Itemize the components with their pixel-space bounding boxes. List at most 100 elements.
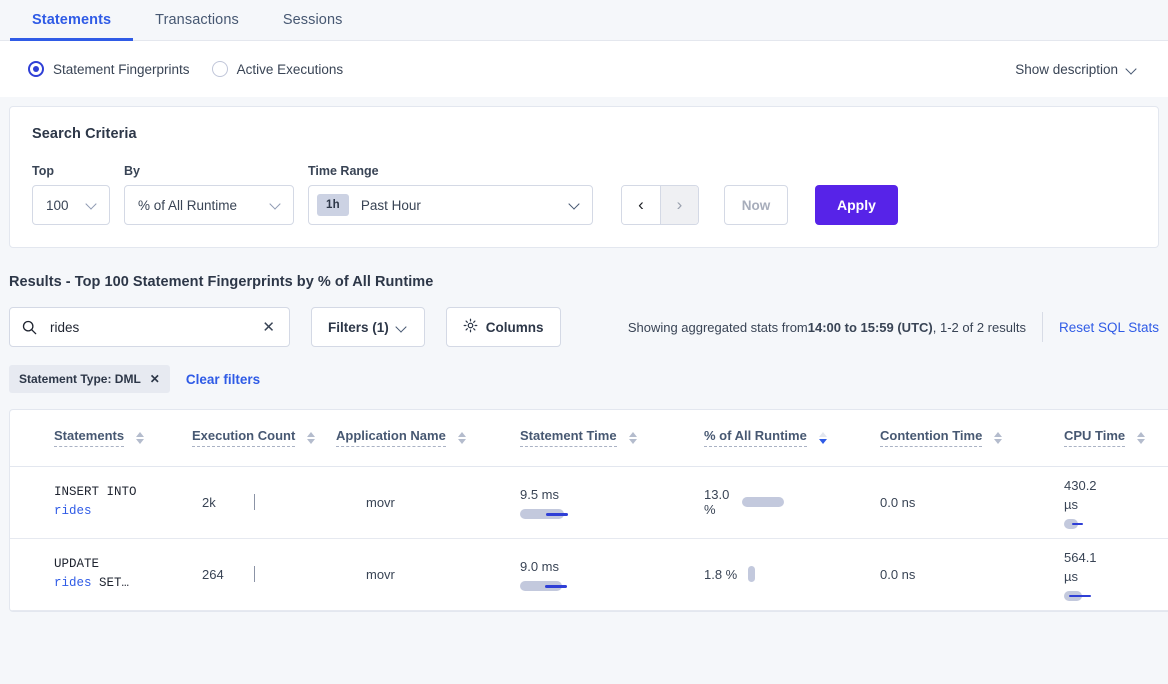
chevron-down-icon	[569, 199, 581, 211]
statement-time-cell: 9.5 ms	[514, 485, 696, 519]
statement-time-cell: 9.0 ms	[514, 557, 696, 591]
column-header-statement-time[interactable]: Statement Time	[514, 410, 696, 467]
cpu-time-bar-marker	[1069, 594, 1091, 597]
statement-prefix: UPDATE	[54, 557, 100, 571]
execution-count-value: 264	[202, 566, 224, 582]
filter-chip-statement-type[interactable]: Statement Type: DML ✕	[9, 365, 170, 393]
tab-statements[interactable]: Statements	[10, 0, 134, 41]
statement-time-value: 9.5 ms	[520, 487, 560, 502]
results-title: Results - Top 100 Statement Fingerprints…	[9, 274, 434, 290]
pct-runtime-cell: 1.8 %	[696, 566, 868, 582]
cpu-time-bar	[1064, 518, 1083, 529]
statement-suffix: SET…	[91, 576, 130, 590]
chevron-down-icon	[1127, 64, 1138, 75]
show-description-toggle[interactable]: Show description	[1015, 62, 1138, 77]
sort-toggle-contention-time[interactable]	[994, 431, 1003, 444]
cpu-time-cell: 430.2 µs	[1040, 476, 1168, 529]
statement-text[interactable]: INSERT INTO rides	[10, 483, 142, 521]
pct-runtime-value: 13.0 %	[704, 487, 730, 517]
sort-toggle-statement-time[interactable]	[628, 431, 637, 444]
meta-prefix: Showing aggregated stats from	[627, 319, 808, 335]
time-range-select[interactable]: 1h Past Hour	[308, 185, 593, 225]
statements-table-container: Statements Execution Count Application N…	[9, 409, 1168, 612]
close-icon[interactable]: ✕	[149, 372, 160, 386]
filters-button[interactable]: Filters (1)	[311, 307, 425, 347]
now-button: Now	[724, 185, 788, 225]
cpu-time-bar	[1064, 590, 1091, 601]
search-criteria-fields: Top 100 By % of All Runtime Time Range 1…	[32, 164, 1136, 225]
pct-runtime-cell: 13.0 %	[696, 487, 868, 517]
main-tab-bar: Statements Transactions Sessions	[0, 0, 1168, 41]
statement-time-value: 9.0 ms	[520, 559, 560, 574]
sort-toggle-cpu-time[interactable]	[1137, 431, 1146, 444]
chevron-down-icon	[397, 322, 408, 333]
column-header-application-name-label: Application Name	[336, 428, 446, 448]
time-range-value: Past Hour	[360, 197, 421, 213]
search-box[interactable]: ✕	[9, 307, 290, 347]
search-icon	[22, 320, 37, 335]
pct-runtime-bar	[748, 566, 755, 582]
time-nav-group: ‹ ›	[621, 185, 699, 225]
previous-time-button[interactable]: ‹	[622, 186, 660, 224]
tab-transactions[interactable]: Transactions	[155, 12, 239, 28]
gear-icon	[463, 318, 478, 336]
sort-toggle-pct-all-runtime[interactable]	[818, 431, 827, 444]
execution-count-bar	[254, 494, 255, 510]
time-range-label: Time Range	[308, 164, 379, 178]
show-description-label: Show description	[1015, 61, 1118, 77]
filters-button-label: Filters (1)	[328, 319, 389, 335]
tab-sessions[interactable]: Sessions	[282, 12, 343, 28]
by-label: By	[124, 164, 140, 178]
column-header-pct-all-runtime[interactable]: % of All Runtime	[696, 410, 868, 467]
results-toolbar: ✕ Filters (1) Columns Showing aggregated…	[0, 290, 1168, 347]
contention-time-value: 0.0 ns	[880, 566, 916, 582]
chevron-down-icon	[86, 199, 98, 211]
cpu-time-bar-marker	[1072, 522, 1083, 525]
apply-button[interactable]: Apply	[815, 185, 898, 225]
statement-text[interactable]: UPDATE rides SET…	[10, 555, 142, 593]
application-name-value: movr	[366, 494, 395, 510]
sort-toggle-statements[interactable]	[136, 431, 145, 444]
statement-time-bar	[520, 581, 567, 591]
column-header-cpu-time[interactable]: CPU Time	[1040, 410, 1168, 467]
column-header-statement-time-label: Statement Time	[520, 428, 617, 448]
statement-prefix: INSERT INTO	[54, 485, 137, 499]
by-select[interactable]: % of All Runtime	[124, 185, 294, 225]
view-toggle-group: Statement Fingerprints Active Executions	[28, 61, 343, 77]
execution-count-value: 2k	[202, 494, 216, 510]
radio-statement-fingerprints[interactable]: Statement Fingerprints	[28, 61, 190, 77]
time-range-field: Time Range 1h Past Hour	[308, 164, 593, 225]
search-criteria-title: Search Criteria	[32, 126, 137, 142]
column-header-application-name[interactable]: Application Name	[334, 410, 514, 467]
radio-statement-fingerprints-label: Statement Fingerprints	[53, 61, 190, 77]
columns-button[interactable]: Columns	[445, 307, 561, 347]
meta-suffix: , 1-2 of 2 results	[932, 319, 1026, 335]
sort-toggle-execution-count[interactable]	[307, 431, 316, 444]
column-header-execution-count[interactable]: Execution Count	[162, 410, 334, 467]
clear-filters-link[interactable]: Clear filters	[185, 371, 261, 387]
table-row[interactable]: UPDATE rides SET… 264 movr 9.0 ms	[10, 538, 1168, 611]
execution-count-cell: 264	[162, 566, 334, 582]
view-toggle-bar: Statement Fingerprints Active Executions…	[0, 41, 1168, 97]
meta-divider	[1041, 312, 1043, 342]
statement-time-bar-marker	[546, 513, 568, 516]
radio-selected-icon	[28, 61, 44, 77]
table-row[interactable]: INSERT INTO rides 2k movr 9.5 ms	[10, 466, 1168, 539]
top-select[interactable]: 100	[32, 185, 110, 225]
column-header-statements[interactable]: Statements	[10, 410, 162, 467]
statement-time-bar-marker	[545, 585, 567, 588]
reset-sql-stats-link[interactable]: Reset SQL Stats	[1058, 319, 1159, 335]
statement-match: rides	[54, 504, 92, 518]
time-range-badge: 1h	[317, 194, 349, 216]
cpu-time-value: 564.1 µs	[1064, 549, 1097, 584]
search-input[interactable]	[48, 318, 260, 336]
filter-chip-label: Statement Type: DML	[19, 372, 141, 386]
execution-count-bar	[254, 566, 255, 582]
meta-time-range: 14:00 to 15:59 (UTC)	[807, 319, 933, 335]
radio-active-executions[interactable]: Active Executions	[211, 61, 343, 77]
statements-table: Statements Execution Count Application N…	[10, 410, 1168, 611]
sort-toggle-application-name[interactable]	[457, 431, 466, 444]
clear-search-icon[interactable]: ✕	[262, 318, 275, 336]
pct-runtime-value: 1.8 %	[704, 566, 738, 582]
column-header-contention-time[interactable]: Contention Time	[868, 410, 1040, 467]
